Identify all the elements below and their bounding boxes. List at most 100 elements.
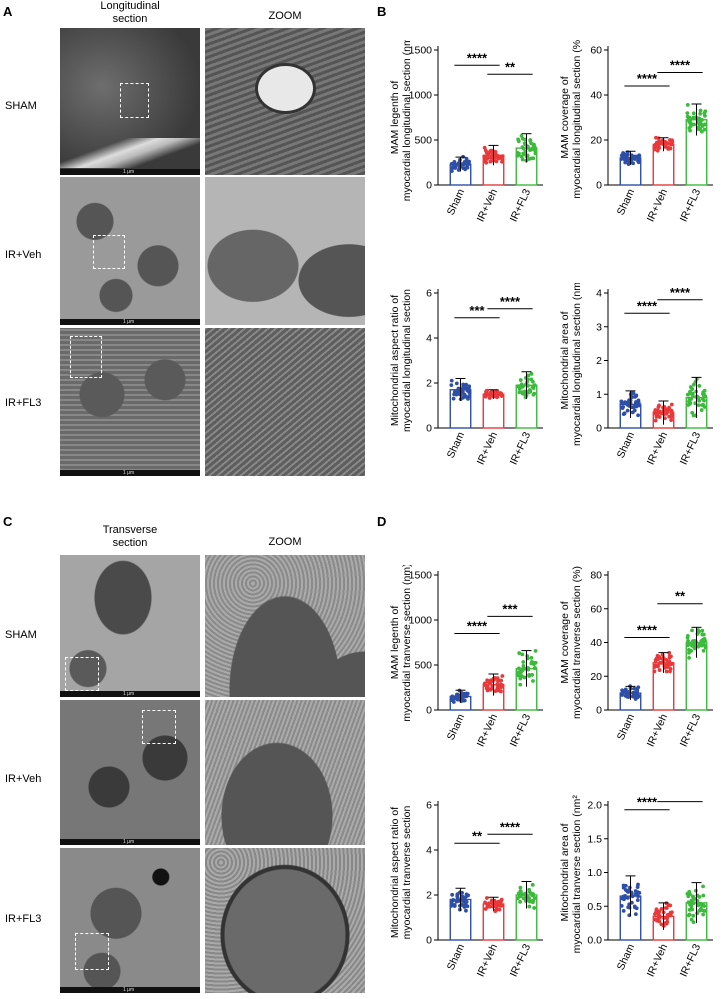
data-point (631, 161, 636, 166)
data-point (483, 900, 487, 905)
data-point (669, 412, 674, 417)
category-label: IR+FL3 (678, 187, 704, 224)
data-point (464, 893, 469, 898)
data-point (621, 412, 626, 416)
micrograph-c-sham-zoom (205, 555, 365, 697)
data-point (688, 128, 692, 133)
chart-d-mam-length: MAM legenth ofmyocardial tranverse secti… (389, 565, 543, 749)
data-point (687, 655, 691, 660)
y-tick-label: 1 (596, 389, 602, 401)
data-point (688, 124, 693, 128)
data-point (461, 903, 466, 908)
zoom-region-box (65, 657, 99, 691)
data-point (669, 418, 674, 423)
chart-d-mito-area: Mitochondrial area ofmyocardial tranvers… (559, 795, 713, 979)
data-point (668, 669, 672, 674)
data-point (456, 386, 461, 391)
data-point (520, 391, 525, 396)
data-point (449, 903, 454, 908)
data-point (686, 639, 690, 643)
data-point (702, 388, 707, 393)
data-point (495, 676, 500, 681)
zoom-region-box (70, 336, 102, 378)
data-point (652, 669, 657, 674)
data-point (451, 700, 456, 704)
data-point (688, 389, 692, 394)
data-point (659, 907, 664, 911)
data-point (699, 129, 704, 134)
data-point (632, 686, 637, 691)
data-point (700, 908, 705, 913)
data-point (450, 892, 455, 897)
data-point (530, 660, 535, 665)
chart-b-aspect-ratio: Mitochondrial aspect ratio ofmyocardial … (389, 288, 543, 467)
y-tick-label: 40 (590, 90, 602, 102)
data-point (703, 114, 707, 118)
data-point (524, 382, 528, 387)
data-point (636, 158, 641, 163)
data-point (526, 667, 531, 672)
data-point (698, 111, 703, 116)
y-axis-label-line: MAM legenth of (389, 81, 401, 155)
data-point (632, 408, 637, 413)
data-point (663, 416, 667, 421)
y-tick-label: 2 (426, 890, 432, 902)
data-point (517, 390, 522, 395)
data-point (518, 889, 523, 893)
data-point (691, 382, 696, 387)
significance-label: *** (469, 303, 485, 318)
data-point (702, 127, 707, 132)
data-point (635, 688, 640, 693)
data-point (492, 157, 496, 162)
y-tick-label: 0.5 (587, 901, 602, 913)
data-point (691, 111, 696, 116)
data-point (459, 699, 464, 704)
data-point (487, 396, 492, 400)
data-point (515, 896, 520, 901)
data-point (702, 904, 707, 908)
scale-bar-label: 1 μm (123, 470, 135, 476)
data-point (467, 384, 472, 389)
y-axis-label: MAM coverage ofmyocardial tranverse sect… (559, 566, 583, 719)
data-point (655, 653, 660, 658)
y-tick-label: 1000 (409, 615, 433, 627)
data-point (664, 657, 669, 662)
y-axis-label: Mitochondrial aspect ratio ofmyocardial … (389, 289, 413, 432)
scale-bar-label: 1 μm (123, 691, 135, 697)
scale-bar-label: 1 μm (123, 987, 135, 993)
y-axis-label: Mitochondrial area ofmyocardial longitud… (559, 283, 583, 446)
data-point (687, 912, 692, 917)
scale-bar-label: 1 μm (123, 319, 135, 325)
micrograph-c-irfl3-section: 1 μm (60, 848, 200, 993)
data-point (527, 904, 532, 909)
y-axis-label-line: myocardial longitudinal section (%) (571, 40, 583, 199)
data-point (498, 689, 503, 694)
data-point (450, 694, 454, 699)
data-point (532, 906, 537, 910)
zoom-region-box (142, 710, 176, 744)
y-tick-label: 0 (426, 935, 432, 947)
data-point (619, 903, 624, 908)
data-point (451, 898, 456, 903)
y-tick-label: 1000 (409, 90, 433, 102)
y-tick-label: 20 (590, 671, 602, 683)
data-point (530, 882, 535, 887)
data-point (465, 165, 470, 170)
scale-bar: 1 μm (60, 470, 200, 476)
data-point (701, 632, 706, 637)
data-point (515, 672, 520, 677)
significance-label: ** (505, 59, 516, 74)
panel-a-row-label-irveh: IR+Veh (5, 249, 42, 261)
data-point (697, 901, 702, 906)
data-point (499, 682, 503, 687)
data-point (516, 666, 521, 671)
data-point (485, 157, 489, 161)
category-label: IR+FL3 (678, 942, 704, 979)
significance-label: **** (467, 50, 488, 65)
category-label: IR+Veh (475, 712, 501, 749)
data-point (519, 154, 524, 159)
data-point (666, 914, 670, 918)
data-point (490, 148, 495, 153)
data-point (695, 911, 700, 916)
data-point (691, 920, 696, 924)
